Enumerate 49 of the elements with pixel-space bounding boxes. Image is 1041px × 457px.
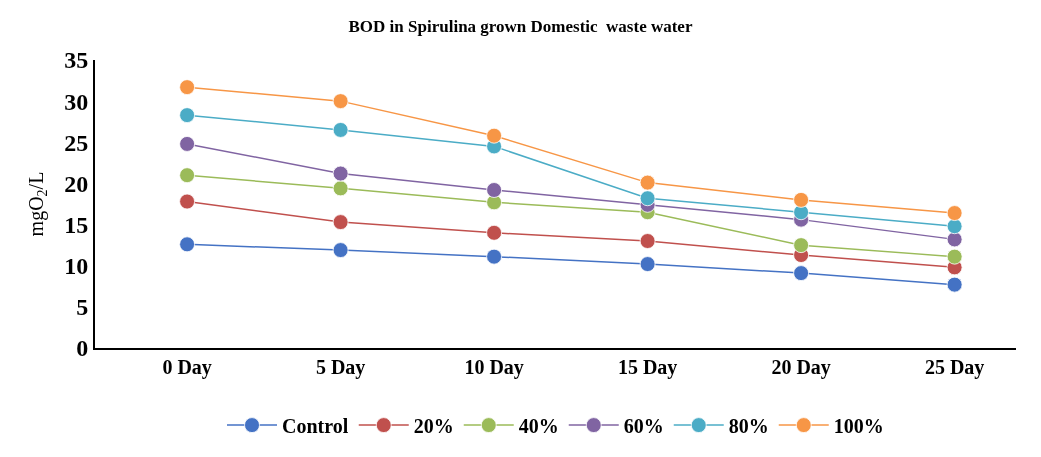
point (179, 79, 195, 96)
point (486, 182, 502, 198)
point (639, 190, 656, 207)
point (946, 231, 963, 248)
point (179, 193, 195, 210)
point (332, 180, 349, 197)
y-tick-label: 10 (64, 253, 89, 280)
point (486, 127, 502, 144)
point (179, 136, 195, 152)
y-tick-label: 35 (64, 47, 89, 74)
point (793, 237, 809, 254)
point (946, 218, 963, 235)
point (179, 107, 195, 124)
point (486, 248, 502, 265)
y-tick-label: 5 (76, 294, 89, 321)
x-tick-label: 0 Day (162, 356, 212, 379)
point (793, 265, 809, 282)
point (639, 174, 656, 191)
point (332, 122, 349, 138)
y-tick-label: 30 (64, 88, 89, 115)
point (639, 256, 656, 272)
y-tick-label: 25 (64, 129, 89, 156)
point (179, 236, 195, 253)
legend-label: 20% (413, 414, 454, 437)
point (793, 191, 809, 208)
point (639, 233, 656, 249)
point (946, 276, 963, 293)
point (486, 224, 502, 241)
x-tick-label: 10 Day (464, 356, 524, 379)
point (179, 167, 195, 184)
point (946, 248, 963, 265)
y-tick-label: 15 (64, 211, 89, 238)
point (332, 214, 349, 230)
point (946, 205, 963, 221)
legend-label: 80% (728, 414, 769, 437)
point (332, 165, 349, 182)
point (332, 242, 349, 258)
point (332, 93, 349, 110)
legend-label: Control (282, 414, 349, 437)
legend-label: 60% (623, 414, 664, 437)
x-tick-label: 5 Day (315, 356, 366, 379)
y-tick-label: 0 (76, 335, 89, 362)
legend-label: 40% (518, 414, 559, 437)
chart-title: BOD in Spirulina grown Domestic waste water (348, 17, 693, 37)
x-tick-label: 15 Day (617, 356, 678, 379)
y-tick-label: 20 (64, 170, 89, 197)
x-tick-label: 20 Day (771, 356, 831, 379)
x-tick-label: 25 Day (924, 356, 985, 379)
legend-label: 100% (833, 414, 884, 437)
